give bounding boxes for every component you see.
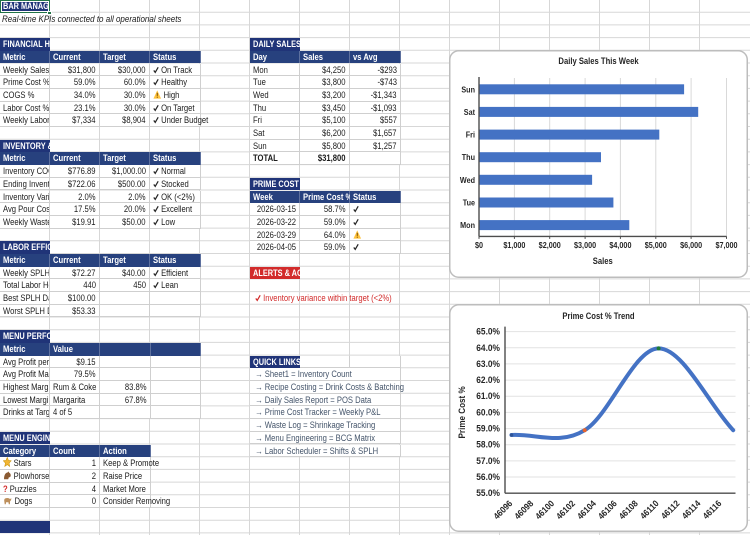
svg-text:62.0%: 62.0% [476,375,500,385]
svg-text:$2,000: $2,000 [539,240,562,250]
svg-text:63.0%: 63.0% [476,359,500,369]
svg-text:Prime Cost %: Prime Cost % [457,386,468,439]
svg-text:Wed: Wed [460,175,475,185]
svg-text:$3,000: $3,000 [574,240,597,250]
svg-text:$0: $0 [475,240,484,250]
svg-text:Prime Cost % Trend: Prime Cost % Trend [562,310,634,321]
svg-text:61.0%: 61.0% [476,391,500,401]
svg-text:Tue: Tue [463,198,476,208]
svg-text:Fri: Fri [466,130,475,140]
svg-text:58.0%: 58.0% [476,439,500,449]
svg-text:Mon: Mon [460,221,475,231]
svg-text:64.0%: 64.0% [476,342,500,352]
svg-text:57.0%: 57.0% [476,456,500,466]
svg-text:$5,000: $5,000 [645,240,668,250]
svg-text:Thu: Thu [462,153,475,163]
svg-text:$6,000: $6,000 [680,240,703,250]
svg-text:$7,000: $7,000 [715,240,738,250]
svg-text:$4,000: $4,000 [609,240,632,250]
svg-text:Sales: Sales [593,255,613,266]
svg-text:Sat: Sat [464,107,476,117]
svg-text:55.0%: 55.0% [476,488,500,498]
svg-text:56.0%: 56.0% [476,472,500,482]
svg-text:59.0%: 59.0% [476,423,500,433]
svg-text:Daily Sales This Week: Daily Sales This Week [558,55,638,66]
svg-text:$1,000: $1,000 [503,240,526,250]
svg-text:65.0%: 65.0% [476,326,500,336]
svg-text:Sun: Sun [461,85,475,95]
svg-text:60.0%: 60.0% [476,407,500,417]
